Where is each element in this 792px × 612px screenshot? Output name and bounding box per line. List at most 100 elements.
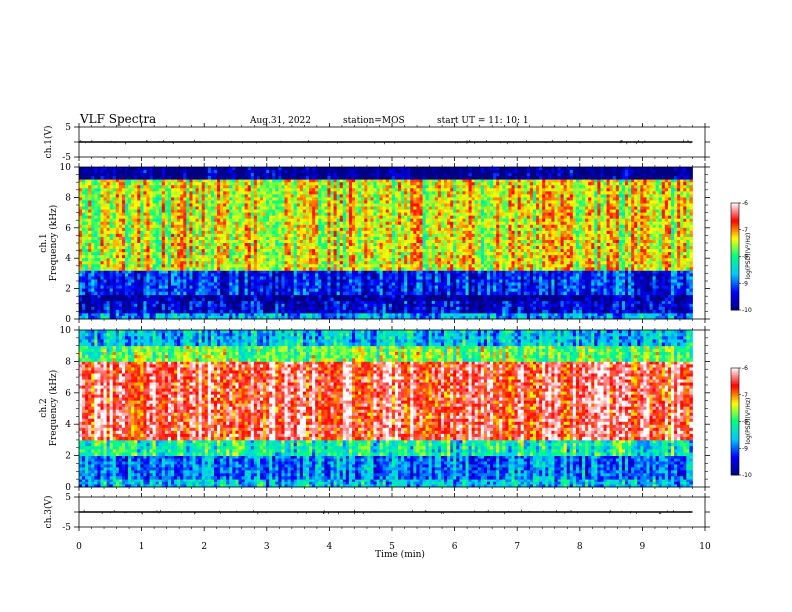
spectrogram-cell (79, 306, 83, 311)
spectrogram-cell (376, 273, 381, 277)
spectrogram-cell (152, 270, 157, 274)
spectrogram-cell (128, 243, 132, 247)
spectrogram-cell (82, 294, 86, 299)
spectrogram-cell (554, 282, 558, 286)
spectrogram-cell (628, 312, 632, 317)
spectrogram-cell (315, 270, 319, 274)
spectrogram-cell (520, 273, 525, 277)
spectrogram-cell (244, 288, 249, 293)
spectrogram-cell (471, 309, 476, 314)
spectrogram-cell (376, 270, 381, 274)
spectrogram-cell (201, 270, 206, 274)
spectrogram-cell (502, 303, 506, 308)
spectrogram-cell (674, 273, 678, 277)
spectrogram-cell (594, 303, 598, 308)
spectrogram-cell (186, 224, 190, 229)
spectrogram-cell (275, 294, 279, 299)
spectrogram-cell (413, 297, 417, 302)
spectrogram-cell (189, 255, 193, 259)
spectrogram-cell (97, 285, 101, 289)
spectrogram-cell (217, 221, 221, 226)
spectrogram-cell (106, 218, 111, 223)
spectrogram-cell (94, 233, 98, 238)
spectrogram-cell (508, 285, 512, 289)
spectrogram-cell (621, 285, 626, 289)
spectrogram-cell (618, 297, 623, 302)
spectrogram-cell (137, 230, 141, 235)
spectrogram-cell (247, 185, 252, 189)
spectrogram-cell (97, 300, 101, 305)
spectrogram-cell (471, 306, 476, 311)
spectrogram-cell (618, 279, 623, 283)
spectrogram-cell (223, 203, 227, 207)
spectrogram-cell (204, 282, 209, 286)
spectrogram-cell (244, 276, 249, 280)
spectrogram-cell (318, 309, 322, 314)
spectrogram-cell (388, 315, 393, 320)
spectrogram-cell (91, 233, 95, 238)
spectrogram-cell (299, 273, 304, 277)
spectrogram-cell (100, 233, 104, 238)
spectrogram-cell (128, 288, 132, 293)
spectrogram-cell (634, 285, 638, 289)
spectrogram-cell (88, 243, 92, 247)
spectrogram-cell (171, 297, 175, 302)
spectrogram-cell (121, 282, 126, 286)
spectrogram-cell (210, 291, 215, 296)
spectrogram-cell (85, 236, 89, 241)
spectrogram-cell (171, 249, 175, 253)
spectrogram-cell (483, 282, 488, 286)
spectrogram-cell (667, 282, 672, 286)
spectrogram-cell (370, 279, 374, 283)
spectrogram-cell (189, 282, 193, 286)
spectrogram-cell (94, 179, 98, 183)
spectrogram-cell (358, 279, 362, 283)
spectrogram-cell (278, 291, 282, 296)
spectrogram-cell (370, 315, 374, 320)
spectrogram-cell (404, 306, 408, 311)
spectrogram-cell (174, 233, 178, 238)
spectrogram-cell (434, 276, 439, 280)
spectrogram-cell (468, 291, 473, 296)
spectrogram-cell (100, 215, 104, 220)
spectrogram-cell (330, 285, 334, 289)
spectrogram-cell (244, 258, 249, 262)
spectrogram-cell (177, 288, 181, 293)
spectrogram-cell (364, 300, 368, 305)
spectrogram-cell (606, 285, 611, 289)
spectrogram-cell (112, 194, 117, 198)
spectrogram-cell (167, 252, 172, 256)
spectrogram-cell (241, 285, 246, 289)
spectrogram-cell (309, 297, 313, 302)
spectrogram-cell (250, 303, 255, 308)
spectrogram-cell (342, 312, 347, 317)
spectrogram-cell (434, 297, 439, 302)
spectrogram-cell (223, 224, 227, 229)
spectrogram-cell (388, 297, 393, 302)
spectrogram-cell (266, 273, 270, 277)
spectrogram-cell (131, 273, 135, 277)
spectrogram-cell (309, 270, 313, 274)
spectrogram-cell (637, 291, 641, 296)
spectrogram-cell (186, 303, 190, 308)
spectrogram-cell (100, 179, 104, 183)
spectrogram-cell (250, 276, 255, 280)
spectrogram-cell (241, 200, 246, 204)
spectrogram-cell (536, 285, 540, 289)
spectrogram-cell (385, 282, 390, 286)
spectrogram-cell (97, 209, 101, 213)
spectrogram-cell (174, 221, 178, 226)
spectrogram-cell (689, 294, 693, 299)
spectrogram-cell (456, 285, 460, 289)
spectrogram-cell (109, 179, 114, 183)
spectrogram-cell (671, 294, 675, 299)
spectrogram-cell (180, 252, 184, 256)
spectrogram-cell (416, 276, 420, 280)
spectrogram-cell (345, 312, 350, 317)
spectrogram-cell (79, 203, 83, 207)
spectrogram-cell (244, 309, 249, 314)
spectrogram-cell (171, 309, 175, 314)
spectrogram-cell (318, 306, 322, 311)
spectrogram-cell (591, 294, 595, 299)
spectrogram-cell (220, 294, 224, 299)
